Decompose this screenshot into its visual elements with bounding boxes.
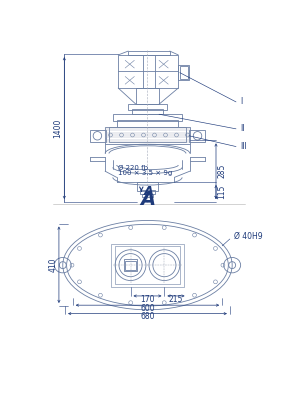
Bar bbox=[180, 66, 188, 79]
Bar bbox=[124, 259, 137, 271]
Bar bbox=[189, 130, 205, 142]
Text: 410: 410 bbox=[48, 258, 57, 272]
Text: A: A bbox=[144, 186, 154, 198]
Bar bbox=[128, 104, 167, 110]
Bar bbox=[111, 244, 184, 287]
Text: 600: 600 bbox=[140, 304, 155, 313]
Text: 215: 215 bbox=[169, 294, 183, 304]
Bar bbox=[128, 51, 170, 55]
Text: 100 × 3.5 × 9g: 100 × 3.5 × 9g bbox=[118, 170, 173, 176]
Bar bbox=[109, 127, 186, 142]
Text: Ø 40H9: Ø 40H9 bbox=[234, 232, 262, 241]
Text: Ø 220 fb: Ø 220 fb bbox=[118, 165, 148, 171]
Bar bbox=[136, 88, 159, 104]
Text: I: I bbox=[240, 98, 242, 106]
Text: A: A bbox=[140, 190, 155, 209]
Text: 680: 680 bbox=[140, 312, 155, 321]
Bar bbox=[105, 126, 190, 144]
Bar bbox=[137, 182, 158, 191]
Bar bbox=[178, 65, 189, 80]
Text: 170: 170 bbox=[140, 294, 155, 304]
Bar bbox=[90, 130, 106, 142]
Bar bbox=[125, 260, 136, 270]
Bar bbox=[132, 109, 163, 114]
Text: III: III bbox=[240, 142, 247, 151]
Bar bbox=[118, 55, 178, 88]
Bar bbox=[115, 246, 180, 284]
Text: 1400: 1400 bbox=[54, 118, 63, 138]
Bar bbox=[113, 114, 182, 121]
Text: 285: 285 bbox=[218, 164, 227, 178]
Text: 115: 115 bbox=[218, 185, 227, 199]
Bar bbox=[142, 194, 153, 197]
Text: II: II bbox=[240, 124, 244, 133]
Bar bbox=[117, 120, 178, 126]
Bar bbox=[140, 190, 155, 194]
